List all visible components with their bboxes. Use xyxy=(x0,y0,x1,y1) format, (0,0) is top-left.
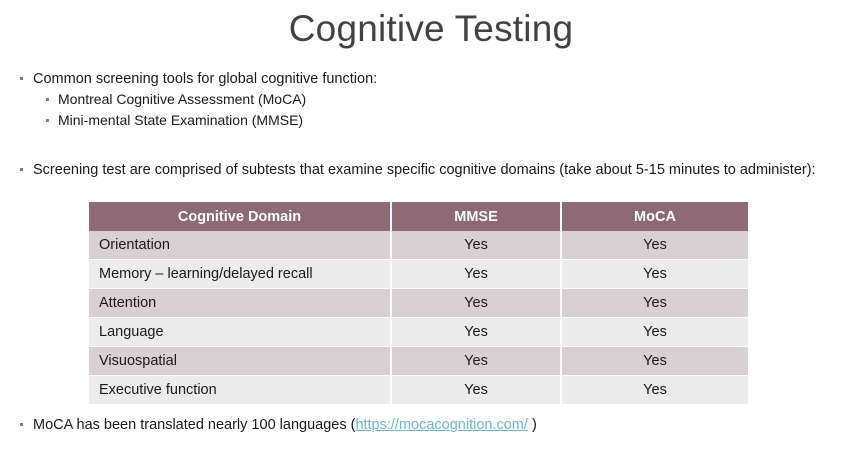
list-item: Mini-mental State Examination (MMSE) xyxy=(0,110,862,131)
bullet-group-translations: MoCA has been translated nearly 100 lang… xyxy=(0,415,862,435)
table-row: Language Yes Yes xyxy=(89,318,748,347)
bullet-dot-icon xyxy=(20,423,23,426)
list-item-label: Screening test are comprised of subtests… xyxy=(33,162,816,178)
cell-mmse: Yes xyxy=(392,318,562,347)
table-row: Visuospatial Yes Yes xyxy=(89,347,748,376)
bullet-dot-icon xyxy=(20,168,23,171)
column-header-cognitive-domain: Cognitive Domain xyxy=(89,202,392,231)
table-row: Attention Yes Yes xyxy=(89,289,748,318)
cell-mmse: Yes xyxy=(392,260,562,289)
cell-mmse: Yes xyxy=(392,231,562,260)
table-header: Cognitive Domain MMSE MoCA xyxy=(89,202,748,231)
cell-mmse: Yes xyxy=(392,347,562,376)
table-row: Executive function Yes Yes xyxy=(89,376,748,405)
cell-cognitive-domain: Executive function xyxy=(89,376,392,405)
mocacognition-link[interactable]: https://mocacognition.com/ xyxy=(355,417,528,433)
table-row: Orientation Yes Yes xyxy=(89,231,748,260)
list-item-label: Montreal Cognitive Assessment (MoCA) xyxy=(58,91,307,107)
list-item-label: Mini-mental State Examination (MMSE) xyxy=(58,112,304,128)
column-header-mmse: MMSE xyxy=(392,202,562,231)
cell-moca: Yes xyxy=(562,318,748,347)
cell-cognitive-domain: Language xyxy=(89,318,392,347)
column-header-moca: MoCA xyxy=(562,202,748,231)
cell-moca: Yes xyxy=(562,376,748,405)
cell-cognitive-domain: Memory – learning/delayed recall xyxy=(89,260,392,289)
bullet-group-subtests: Screening test are comprised of subtests… xyxy=(0,160,862,180)
cell-cognitive-domain: Attention xyxy=(89,289,392,318)
cell-mmse: Yes xyxy=(392,376,562,405)
table-row: Memory – learning/delayed recall Yes Yes xyxy=(89,260,748,289)
cell-cognitive-domain: Orientation xyxy=(89,231,392,260)
list-item: MoCA has been translated nearly 100 lang… xyxy=(0,415,862,435)
table-body: Orientation Yes Yes Memory – learning/delay… xyxy=(89,231,748,405)
cell-moca: Yes xyxy=(562,231,748,260)
cell-mmse: Yes xyxy=(392,289,562,318)
bullet-group-tools: Common screening tools for global cognit… xyxy=(0,69,862,131)
table-header-row: Cognitive Domain MMSE MoCA xyxy=(89,202,748,231)
list-item: Common screening tools for global cognit… xyxy=(0,69,862,89)
cell-moca: Yes xyxy=(562,347,748,376)
list-item: Screening test are comprised of subtests… xyxy=(0,160,862,180)
list-item: Montreal Cognitive Assessment (MoCA) xyxy=(0,89,862,110)
bullet-text-prefix: MoCA has been translated nearly 100 lang… xyxy=(33,417,356,433)
bullet-dot-icon xyxy=(20,77,23,80)
bullet-dot-icon xyxy=(46,119,49,122)
page-title: Cognitive Testing xyxy=(288,8,574,49)
cell-cognitive-domain: Visuospatial xyxy=(89,347,392,376)
cognitive-domain-table: Cognitive Domain MMSE MoCA Orientation Ye… xyxy=(89,202,748,405)
list-item-label: Common screening tools for global cognit… xyxy=(33,71,378,87)
bullet-text-suffix: ) xyxy=(527,417,537,433)
cell-moca: Yes xyxy=(562,260,748,289)
bullet-dot-icon xyxy=(46,98,49,101)
cell-moca: Yes xyxy=(562,289,748,318)
